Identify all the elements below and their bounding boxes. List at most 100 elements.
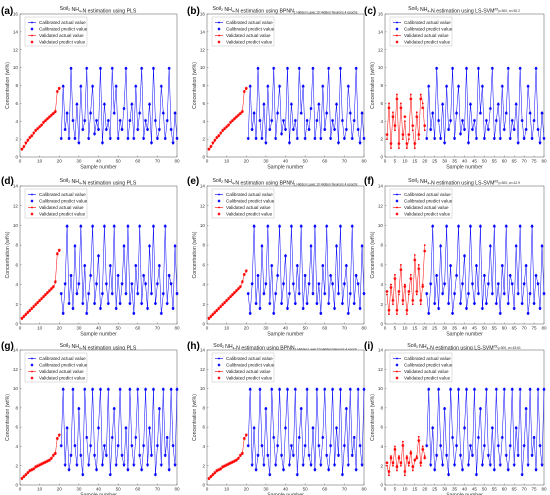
calibrated-predict-point: [116, 443, 120, 447]
validated-actual-point: [419, 464, 422, 467]
calibrated-predict-point: [126, 224, 130, 228]
calibrated-predict-point: [280, 132, 284, 136]
validated-predict-point: [211, 141, 215, 145]
validated-predict-point: [44, 292, 48, 296]
validated-actual-point: [407, 464, 410, 467]
calibrated-predict-point: [100, 141, 104, 145]
calibrated-predict-point: [293, 388, 297, 392]
calibrated-predict-point: [536, 388, 540, 392]
x-tick-label: 50: [303, 326, 309, 331]
calibrated-predict-point: [108, 472, 112, 476]
calibrated-predict-point: [540, 111, 544, 115]
x-tick-label: 10: [402, 159, 408, 164]
calibrated-predict-point: [291, 127, 295, 131]
validated-predict-point: [234, 458, 238, 462]
calibrated-predict-point: [248, 84, 252, 88]
calibrated-predict-point: [159, 463, 163, 467]
x-tick-label: 20: [244, 487, 250, 492]
validated-predict-point: [240, 280, 244, 284]
calibrated-predict-point: [502, 388, 506, 392]
validated-actual-point: [390, 455, 392, 457]
calibrated-predict-point: [466, 141, 470, 145]
validated-predict-point: [28, 308, 32, 312]
calibrated-predict-point: [144, 118, 148, 122]
calibrated-predict-point: [309, 463, 313, 467]
calibrated-predict-point: [108, 136, 112, 140]
calibrated-predict-point: [305, 118, 309, 122]
validated-predict-point: [236, 113, 240, 117]
calibrated-predict-point: [439, 443, 443, 447]
calibrated-predict-point: [112, 407, 116, 411]
calibrated-predict-point: [520, 301, 524, 305]
calibrated-predict-point: [358, 141, 362, 145]
legend-label: Calibrated actual value: [404, 192, 451, 197]
calibrated-predict-point: [457, 84, 461, 88]
validated-predict-point: [421, 447, 425, 451]
calibrated-predict-point: [83, 388, 87, 392]
x-tick-label: 35: [452, 159, 458, 164]
calibrated-predict-point: [75, 102, 79, 106]
validated-actual-point: [421, 445, 424, 448]
validated-predict-point: [51, 111, 55, 115]
calibrated-predict-point: [344, 264, 348, 268]
y-tick-label: 14: [200, 184, 206, 189]
calibrated-predict-point: [157, 127, 161, 131]
calibrated-predict-point: [439, 244, 443, 248]
validated-predict-point: [395, 465, 399, 469]
validated-predict-point: [26, 138, 30, 142]
x-tick-label: 40: [462, 159, 468, 164]
legend-star-marker: [395, 376, 399, 380]
x-tick-label: 10: [37, 487, 43, 492]
x-tick-label: 70: [342, 487, 348, 492]
calibrated-predict-point: [95, 468, 99, 472]
y-tick-label: 4: [380, 282, 383, 287]
validated-predict-point: [415, 456, 419, 460]
calibrated-predict-point: [165, 301, 169, 305]
calibrated-predict-point: [311, 67, 315, 71]
calibrated-predict-point: [490, 67, 494, 71]
calibrated-predict-point: [352, 436, 356, 440]
calibrated-predict-point: [508, 136, 512, 140]
calibrated-predict-point: [104, 282, 108, 286]
calibrated-predict-point: [151, 67, 155, 71]
calibrated-predict-point: [264, 407, 268, 411]
calibrated-predict-point: [126, 136, 130, 140]
calibrated-predict-point: [534, 274, 538, 278]
calibrated-predict-point: [278, 388, 282, 392]
calibrated-predict-point: [246, 291, 250, 295]
calibrated-predict-point: [329, 136, 333, 140]
legend-star-marker: [30, 212, 34, 216]
calibrated-predict-point: [437, 306, 441, 310]
y-tick-label: 6: [15, 425, 18, 430]
calibrated-predict-point: [161, 291, 165, 295]
calibrated-predict-point: [532, 301, 536, 305]
x-tick-label: 0: [19, 159, 22, 164]
calibrated-predict-point: [536, 282, 540, 286]
validated-predict-point: [207, 316, 211, 320]
validated-predict-point: [217, 468, 221, 472]
panel-letter: (f): [364, 176, 374, 187]
validated-predict-point: [49, 113, 53, 117]
calibrated-predict-point: [478, 224, 482, 228]
calibrated-predict-point: [346, 84, 350, 88]
calibrated-predict-point: [73, 443, 77, 447]
y-tick-label: 10: [13, 65, 19, 70]
calibrated-predict-point: [540, 244, 544, 248]
calibrated-predict-point: [100, 463, 104, 467]
calibrated-predict-point: [276, 274, 280, 278]
validated-actual-point: [407, 138, 410, 141]
x-tick-label: 45: [472, 159, 478, 164]
validated-predict-point: [236, 456, 240, 460]
calibrated-predict-point: [534, 468, 538, 472]
panel-letter: (e): [187, 176, 199, 187]
calibrated-predict-point: [287, 141, 291, 145]
validated-predict-point: [47, 288, 51, 292]
calibrated-predict-point: [83, 118, 87, 122]
calibrated-predict-point: [333, 306, 337, 310]
calibrated-predict-point: [270, 118, 274, 122]
calibrated-predict-point: [93, 132, 97, 136]
x-tick-label: 30: [442, 326, 448, 331]
validated-actual-point: [401, 303, 404, 306]
validated-predict-point: [225, 463, 229, 467]
validated-predict-point: [401, 298, 405, 302]
